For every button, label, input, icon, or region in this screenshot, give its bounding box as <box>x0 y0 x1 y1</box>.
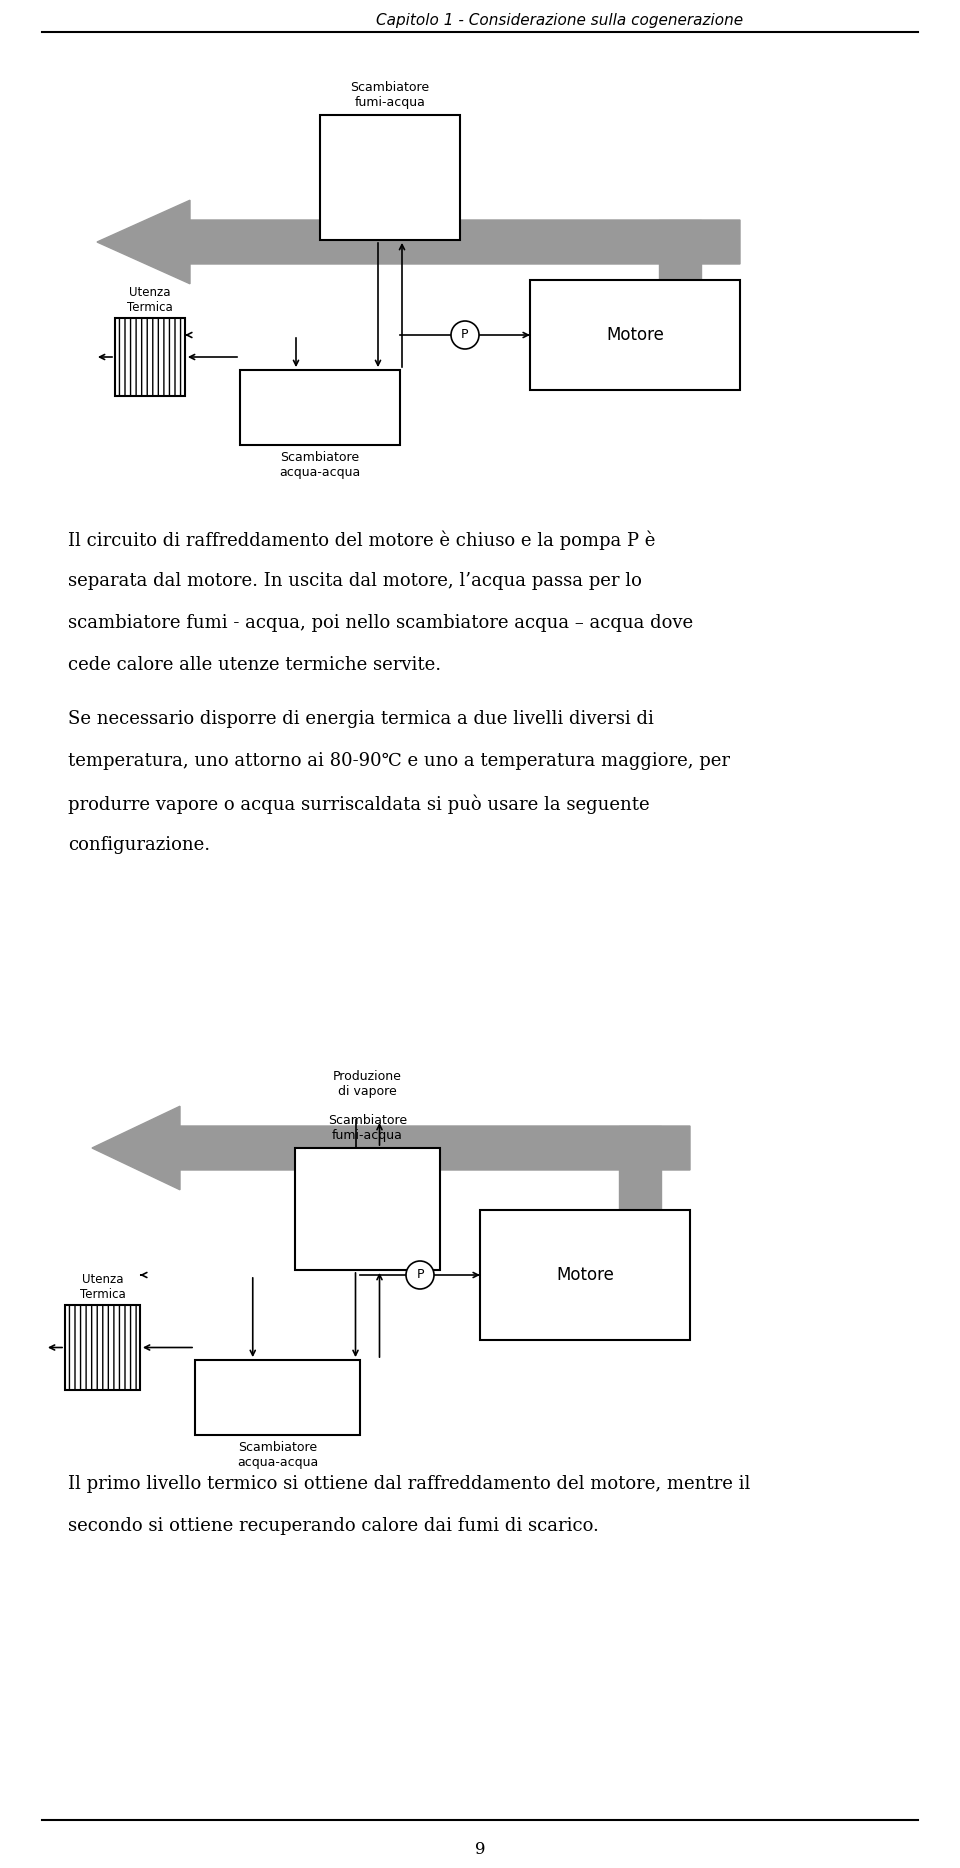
Bar <box>659 220 701 280</box>
Text: Scambiatore
fumi-acqua: Scambiatore fumi-acqua <box>328 1113 407 1141</box>
Text: Motore: Motore <box>606 327 664 344</box>
Text: temperatura, uno attorno ai 80-90℃ e uno a temperatura maggiore, per: temperatura, uno attorno ai 80-90℃ e uno… <box>68 753 730 770</box>
Text: secondo si ottiene recuperando calore dai fumi di scarico.: secondo si ottiene recuperando calore da… <box>68 1517 599 1535</box>
Text: configurazione.: configurazione. <box>68 837 210 854</box>
Text: Scambiatore
fumi-acqua: Scambiatore fumi-acqua <box>350 80 429 108</box>
Bar <box>480 1210 690 1339</box>
Bar <box>195 1360 360 1435</box>
Bar <box>295 1149 440 1270</box>
Polygon shape <box>92 1106 690 1190</box>
Text: Utenza
Termica: Utenza Termica <box>80 1272 126 1300</box>
Polygon shape <box>97 200 740 284</box>
Text: Utenza
Termica: Utenza Termica <box>127 286 173 314</box>
Circle shape <box>406 1261 434 1289</box>
Bar <box>115 318 185 396</box>
Bar <box>619 1126 661 1210</box>
Bar <box>65 1306 140 1390</box>
Bar <box>530 280 740 390</box>
Text: produrre vapore o acqua surriscaldata si può usare la seguente: produrre vapore o acqua surriscaldata si… <box>68 794 650 813</box>
Text: Scambiatore
acqua-acqua: Scambiatore acqua-acqua <box>279 450 361 478</box>
Text: cede calore alle utenze termiche servite.: cede calore alle utenze termiche servite… <box>68 656 442 674</box>
Text: separata dal motore. In uscita dal motore, l’acqua passa per lo: separata dal motore. In uscita dal motor… <box>68 572 642 590</box>
Text: Se necessario disporre di energia termica a due livelli diversi di: Se necessario disporre di energia termic… <box>68 710 654 729</box>
Text: 9: 9 <box>475 1842 485 1859</box>
Text: P: P <box>417 1268 423 1281</box>
Text: Produzione
di vapore: Produzione di vapore <box>333 1070 402 1098</box>
Text: Scambiatore
acqua-acqua: Scambiatore acqua-acqua <box>237 1440 318 1468</box>
Text: Motore: Motore <box>556 1267 614 1283</box>
Bar <box>320 116 460 239</box>
Text: Il circuito di raffreddamento del motore è chiuso e la pompa P è: Il circuito di raffreddamento del motore… <box>68 531 656 549</box>
Bar <box>240 370 400 445</box>
Circle shape <box>451 321 479 349</box>
Text: P: P <box>461 329 468 342</box>
Text: scambiatore fumi - acqua, poi nello scambiatore acqua – acqua dove: scambiatore fumi - acqua, poi nello scam… <box>68 615 693 631</box>
Text: Capitolo 1 - Considerazione sulla cogenerazione: Capitolo 1 - Considerazione sulla cogene… <box>376 13 744 28</box>
Text: Il primo livello termico si ottiene dal raffreddamento del motore, mentre il: Il primo livello termico si ottiene dal … <box>68 1476 751 1493</box>
